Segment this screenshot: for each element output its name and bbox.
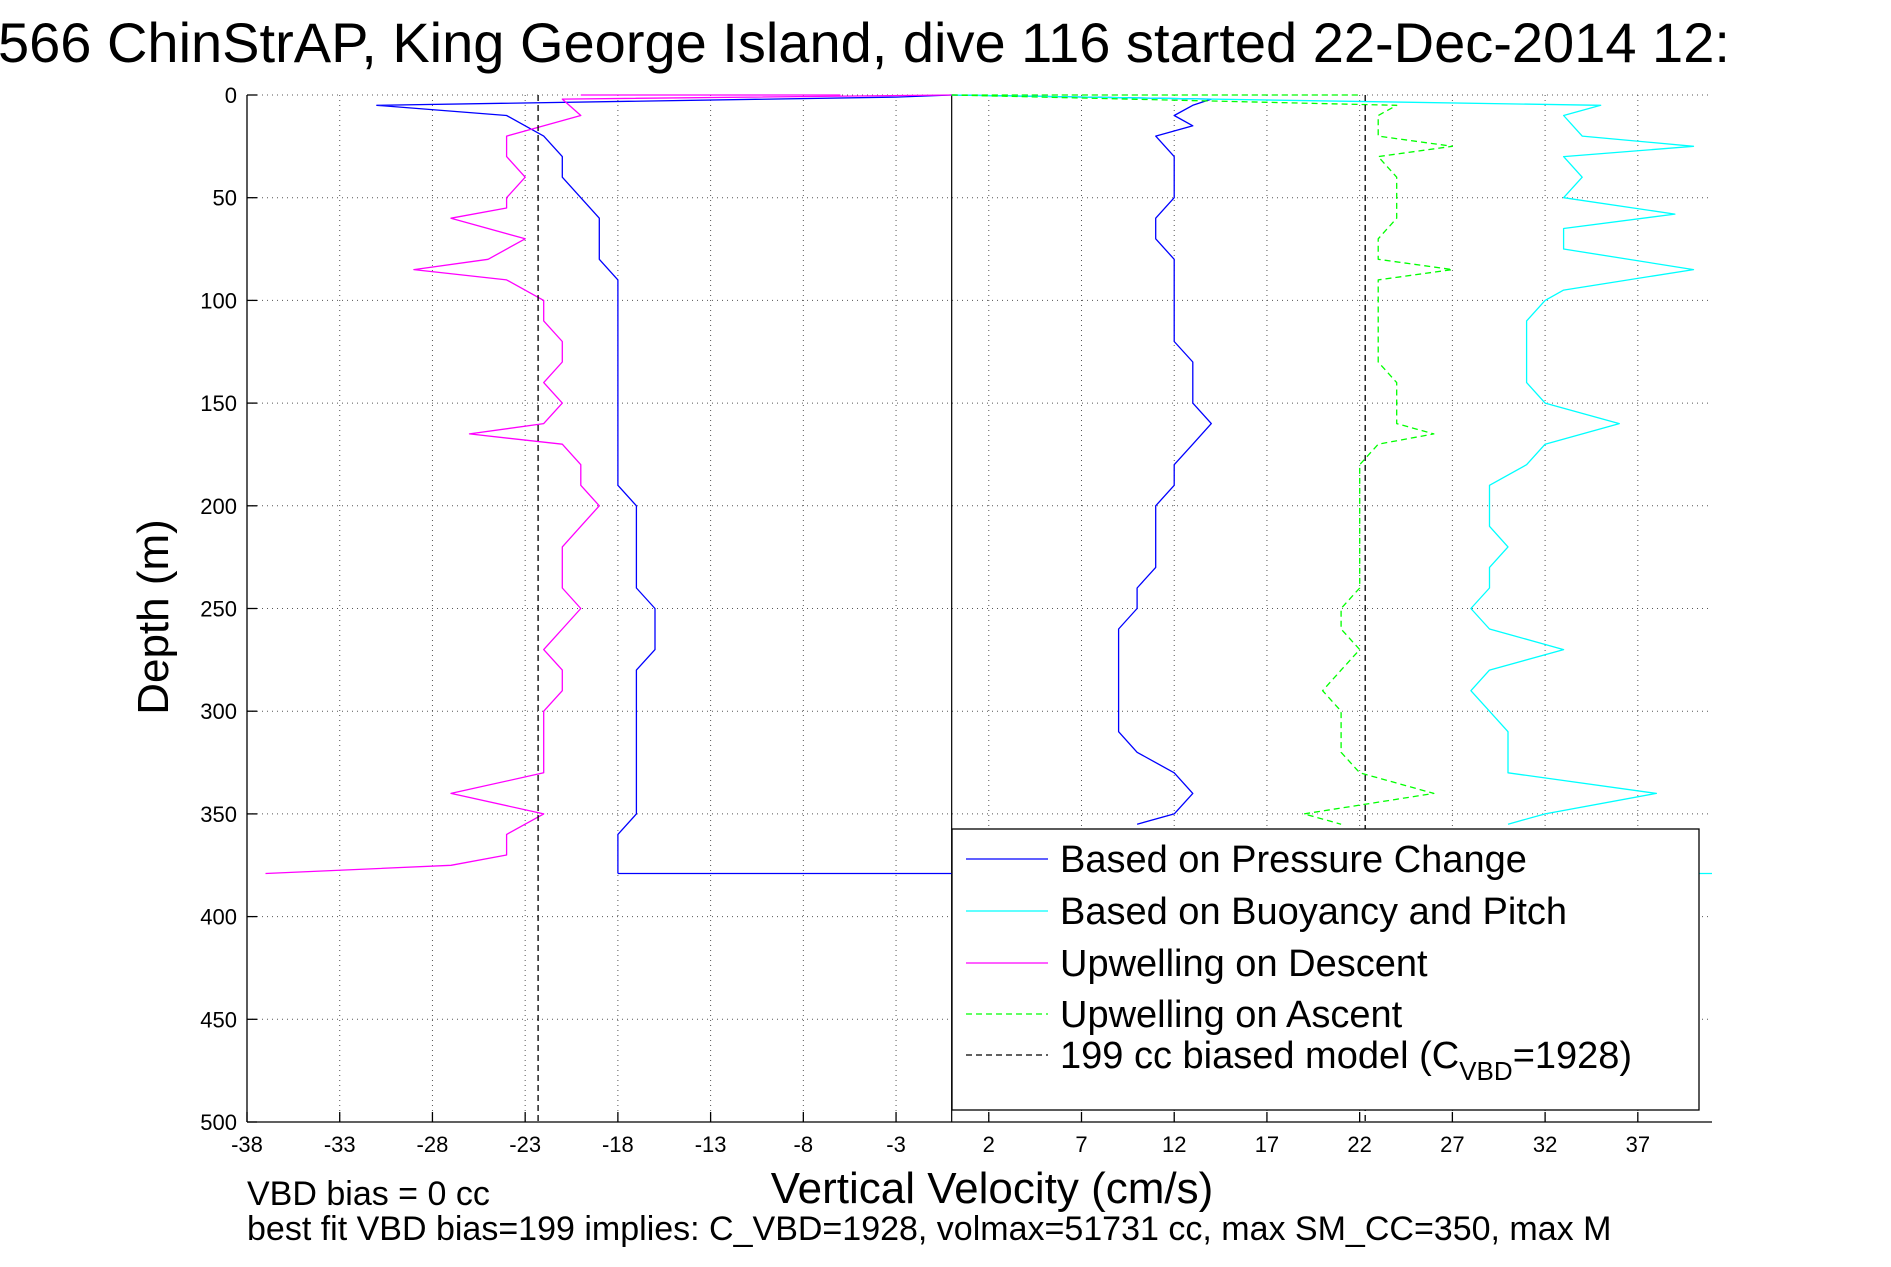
- series-line-0-0: [376, 94, 952, 874]
- series-line-0-2: [951, 94, 1212, 825]
- legend-label-0: Based on Pressure Change: [1060, 839, 1527, 881]
- x-tick-label: -33: [324, 1132, 356, 1157]
- y-tick-label: 300: [200, 699, 237, 724]
- x-tick-label: 32: [1533, 1132, 1557, 1157]
- series-line-2-0: [265, 94, 952, 875]
- x-tick-label: 37: [1626, 1132, 1650, 1157]
- legend-box: [951, 828, 1700, 1111]
- y-tick-label: 100: [200, 288, 237, 313]
- x-tick-label: 27: [1440, 1132, 1464, 1157]
- legend-label-1: Based on Buoyancy and Pitch: [1060, 891, 1567, 933]
- y-tick-label: 0: [225, 83, 237, 108]
- x-tick-label: -13: [695, 1132, 727, 1157]
- x-tick-label: 2: [983, 1132, 995, 1157]
- y-tick-label: 500: [200, 1110, 237, 1135]
- x-tick-label: -18: [602, 1132, 634, 1157]
- x-tick-label: -38: [231, 1132, 263, 1157]
- y-tick-label: 350: [200, 802, 237, 827]
- y-tick-label: 150: [200, 391, 237, 416]
- x-tick-label: 12: [1162, 1132, 1186, 1157]
- y-tick-label: 50: [213, 186, 237, 211]
- y-tick-label: 400: [200, 905, 237, 930]
- legend-label-4: 199 cc biased model (CVBD=1928): [1060, 1035, 1632, 1086]
- legend: Based on Pressure Change Based on Buoyanc…: [951, 828, 1700, 1111]
- x-axis-label: Vertical Velocity (cm/s): [771, 1164, 1214, 1213]
- legend-label-2: Upwelling on Descent: [1060, 943, 1428, 985]
- y-axis-label: Depth (m): [129, 519, 178, 715]
- x-tick-label: -23: [509, 1132, 541, 1157]
- x-tick-label: 7: [1075, 1132, 1087, 1157]
- x-tick-label: 22: [1347, 1132, 1371, 1157]
- x-tick-label: -3: [886, 1132, 906, 1157]
- y-tick-label: 200: [200, 494, 237, 519]
- y-tick-label: 450: [200, 1007, 237, 1032]
- footer-line-1: VBD bias = 0 cc: [247, 1175, 490, 1213]
- y-tick-label: 250: [200, 597, 237, 622]
- x-tick-label: 17: [1255, 1132, 1279, 1157]
- footer-line-2: best fit VBD bias=199 implies: C_VBD=192…: [247, 1210, 1611, 1248]
- legend-label-3: Upwelling on Ascent: [1060, 994, 1403, 1036]
- series-line-3-0: [951, 94, 1454, 825]
- chart-title: 566 ChinStrAP, King George Island, dive …: [0, 11, 1730, 74]
- x-tick-label: -28: [417, 1132, 449, 1157]
- series-line-1-0: [951, 94, 1695, 825]
- x-tick-label: -8: [794, 1132, 814, 1157]
